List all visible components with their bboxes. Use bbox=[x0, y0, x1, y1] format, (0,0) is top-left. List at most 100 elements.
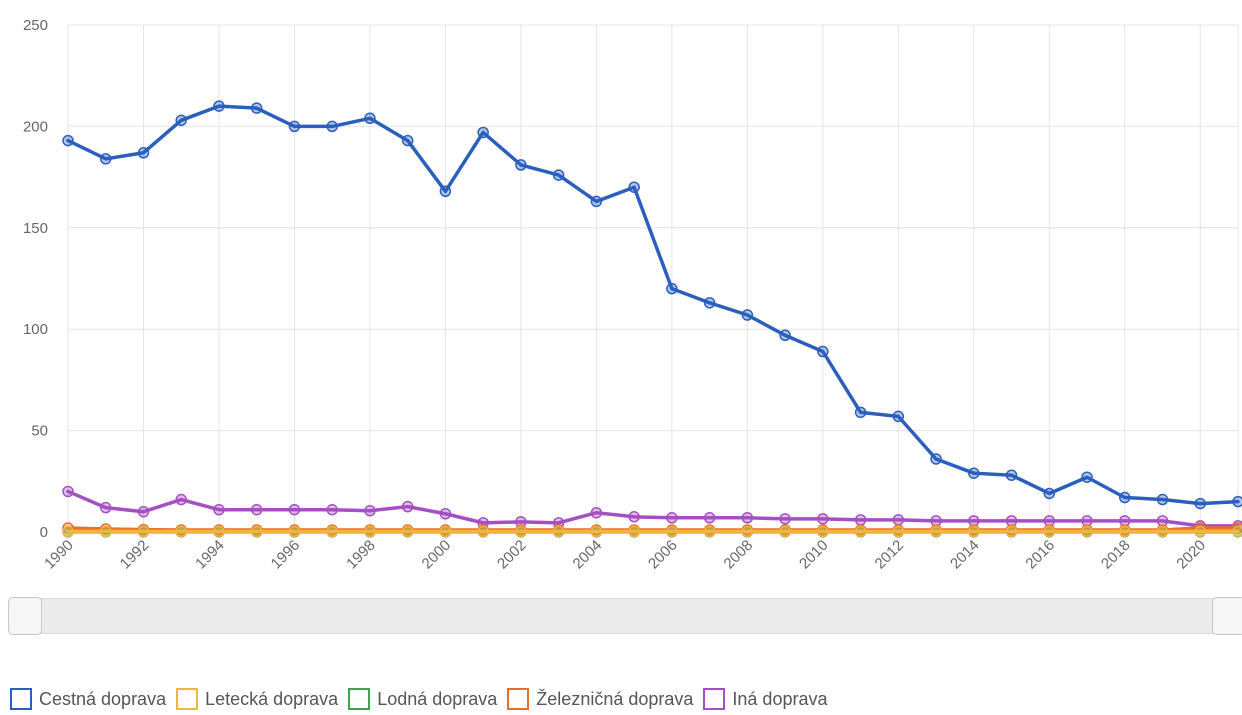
legend-swatch bbox=[703, 688, 726, 710]
data-point[interactable] bbox=[779, 525, 791, 538]
data-point[interactable] bbox=[1194, 497, 1207, 510]
range-slider-left-handle[interactable] bbox=[8, 597, 42, 635]
data-point[interactable] bbox=[137, 147, 150, 159]
data-point[interactable] bbox=[666, 512, 678, 524]
data-point[interactable] bbox=[968, 525, 980, 538]
data-point[interactable] bbox=[1232, 495, 1242, 508]
data-point[interactable] bbox=[1043, 525, 1056, 538]
data-point[interactable] bbox=[817, 345, 829, 358]
data-point[interactable] bbox=[477, 126, 489, 139]
data-point[interactable] bbox=[137, 505, 150, 518]
data-point[interactable] bbox=[1043, 487, 1056, 500]
series-group bbox=[62, 100, 1242, 538]
data-point[interactable] bbox=[62, 525, 74, 538]
data-point[interactable] bbox=[1005, 525, 1018, 538]
data-point[interactable] bbox=[326, 503, 338, 516]
data-point[interactable] bbox=[703, 512, 716, 524]
data-point[interactable] bbox=[854, 406, 867, 419]
data-point[interactable] bbox=[703, 297, 716, 309]
data-point[interactable] bbox=[326, 120, 338, 133]
x-tick-label: 2016 bbox=[1022, 537, 1058, 573]
data-point[interactable] bbox=[628, 511, 640, 523]
series-line bbox=[66, 489, 1240, 528]
data-point[interactable] bbox=[364, 112, 376, 125]
data-point[interactable] bbox=[288, 503, 301, 516]
data-point[interactable] bbox=[250, 525, 263, 538]
data-point[interactable] bbox=[1156, 525, 1169, 538]
data-point[interactable] bbox=[99, 501, 112, 514]
data-point[interactable] bbox=[364, 504, 376, 517]
data-point[interactable] bbox=[666, 525, 678, 538]
data-point[interactable] bbox=[1156, 493, 1169, 506]
data-point[interactable] bbox=[892, 525, 905, 538]
data-point[interactable] bbox=[968, 467, 980, 479]
data-point[interactable] bbox=[288, 525, 301, 538]
data-point[interactable] bbox=[439, 507, 452, 520]
legend-item-ina[interactable]: Iná doprava bbox=[703, 688, 827, 710]
data-point[interactable] bbox=[590, 525, 603, 538]
data-point[interactable] bbox=[250, 503, 263, 516]
data-point[interactable] bbox=[515, 525, 527, 538]
data-point[interactable] bbox=[1081, 471, 1093, 483]
data-point[interactable] bbox=[628, 525, 640, 538]
data-point[interactable] bbox=[628, 181, 640, 193]
data-point[interactable] bbox=[892, 514, 905, 526]
data-point[interactable] bbox=[741, 512, 754, 524]
data-point[interactable] bbox=[552, 169, 565, 181]
data-point[interactable] bbox=[1232, 525, 1242, 538]
data-point[interactable] bbox=[1119, 525, 1131, 538]
range-slider-right-handle[interactable] bbox=[1212, 597, 1242, 635]
data-point[interactable] bbox=[703, 525, 716, 538]
data-point[interactable] bbox=[817, 525, 829, 538]
data-point[interactable] bbox=[364, 525, 376, 538]
legend-label: Lodná doprava bbox=[377, 688, 498, 709]
data-point[interactable] bbox=[854, 514, 867, 526]
data-point[interactable] bbox=[401, 500, 414, 513]
data-point[interactable] bbox=[854, 525, 867, 538]
data-point[interactable] bbox=[213, 525, 225, 538]
data-point[interactable] bbox=[666, 282, 678, 295]
data-point[interactable] bbox=[1081, 525, 1093, 538]
data-point[interactable] bbox=[401, 134, 414, 147]
data-point[interactable] bbox=[439, 185, 452, 198]
data-point[interactable] bbox=[779, 329, 791, 342]
data-point[interactable] bbox=[175, 493, 187, 506]
data-point[interactable] bbox=[515, 159, 527, 171]
legend-item-cestna[interactable]: Cestná doprava bbox=[10, 688, 166, 710]
data-point[interactable] bbox=[175, 114, 187, 127]
series-line bbox=[66, 104, 1240, 506]
data-point[interactable] bbox=[590, 506, 603, 519]
y-tick-label: 250 bbox=[23, 17, 48, 34]
data-point[interactable] bbox=[930, 525, 942, 538]
data-point[interactable] bbox=[741, 525, 754, 538]
data-point[interactable] bbox=[892, 410, 905, 423]
data-point[interactable] bbox=[288, 120, 301, 133]
x-tick-label: 2012 bbox=[872, 537, 908, 573]
legend-item-letecka[interactable]: Letecká doprava bbox=[176, 688, 338, 710]
data-point[interactable] bbox=[779, 513, 791, 525]
data-point[interactable] bbox=[930, 453, 942, 465]
data-point[interactable] bbox=[401, 525, 414, 538]
data-point[interactable] bbox=[477, 525, 489, 538]
data-point[interactable] bbox=[99, 525, 112, 538]
data-point[interactable] bbox=[250, 102, 263, 114]
data-point[interactable] bbox=[590, 195, 603, 208]
data-point[interactable] bbox=[62, 485, 74, 498]
data-point[interactable] bbox=[213, 100, 225, 112]
data-point[interactable] bbox=[741, 309, 754, 321]
data-point[interactable] bbox=[552, 525, 565, 538]
data-point[interactable] bbox=[62, 134, 74, 147]
range-slider-track[interactable] bbox=[8, 598, 1238, 634]
data-point[interactable] bbox=[137, 525, 150, 538]
legend-item-lodna[interactable]: Lodná doprava bbox=[348, 688, 497, 710]
legend-item-zeleznicna[interactable]: Železničná doprava bbox=[507, 688, 693, 710]
data-point[interactable] bbox=[1194, 525, 1207, 538]
data-point[interactable] bbox=[439, 525, 452, 538]
data-point[interactable] bbox=[326, 525, 338, 538]
data-point[interactable] bbox=[99, 153, 112, 165]
data-point[interactable] bbox=[213, 503, 225, 516]
data-point[interactable] bbox=[1119, 491, 1131, 504]
data-point[interactable] bbox=[1005, 469, 1018, 481]
data-point[interactable] bbox=[817, 513, 829, 525]
data-point[interactable] bbox=[175, 525, 187, 538]
